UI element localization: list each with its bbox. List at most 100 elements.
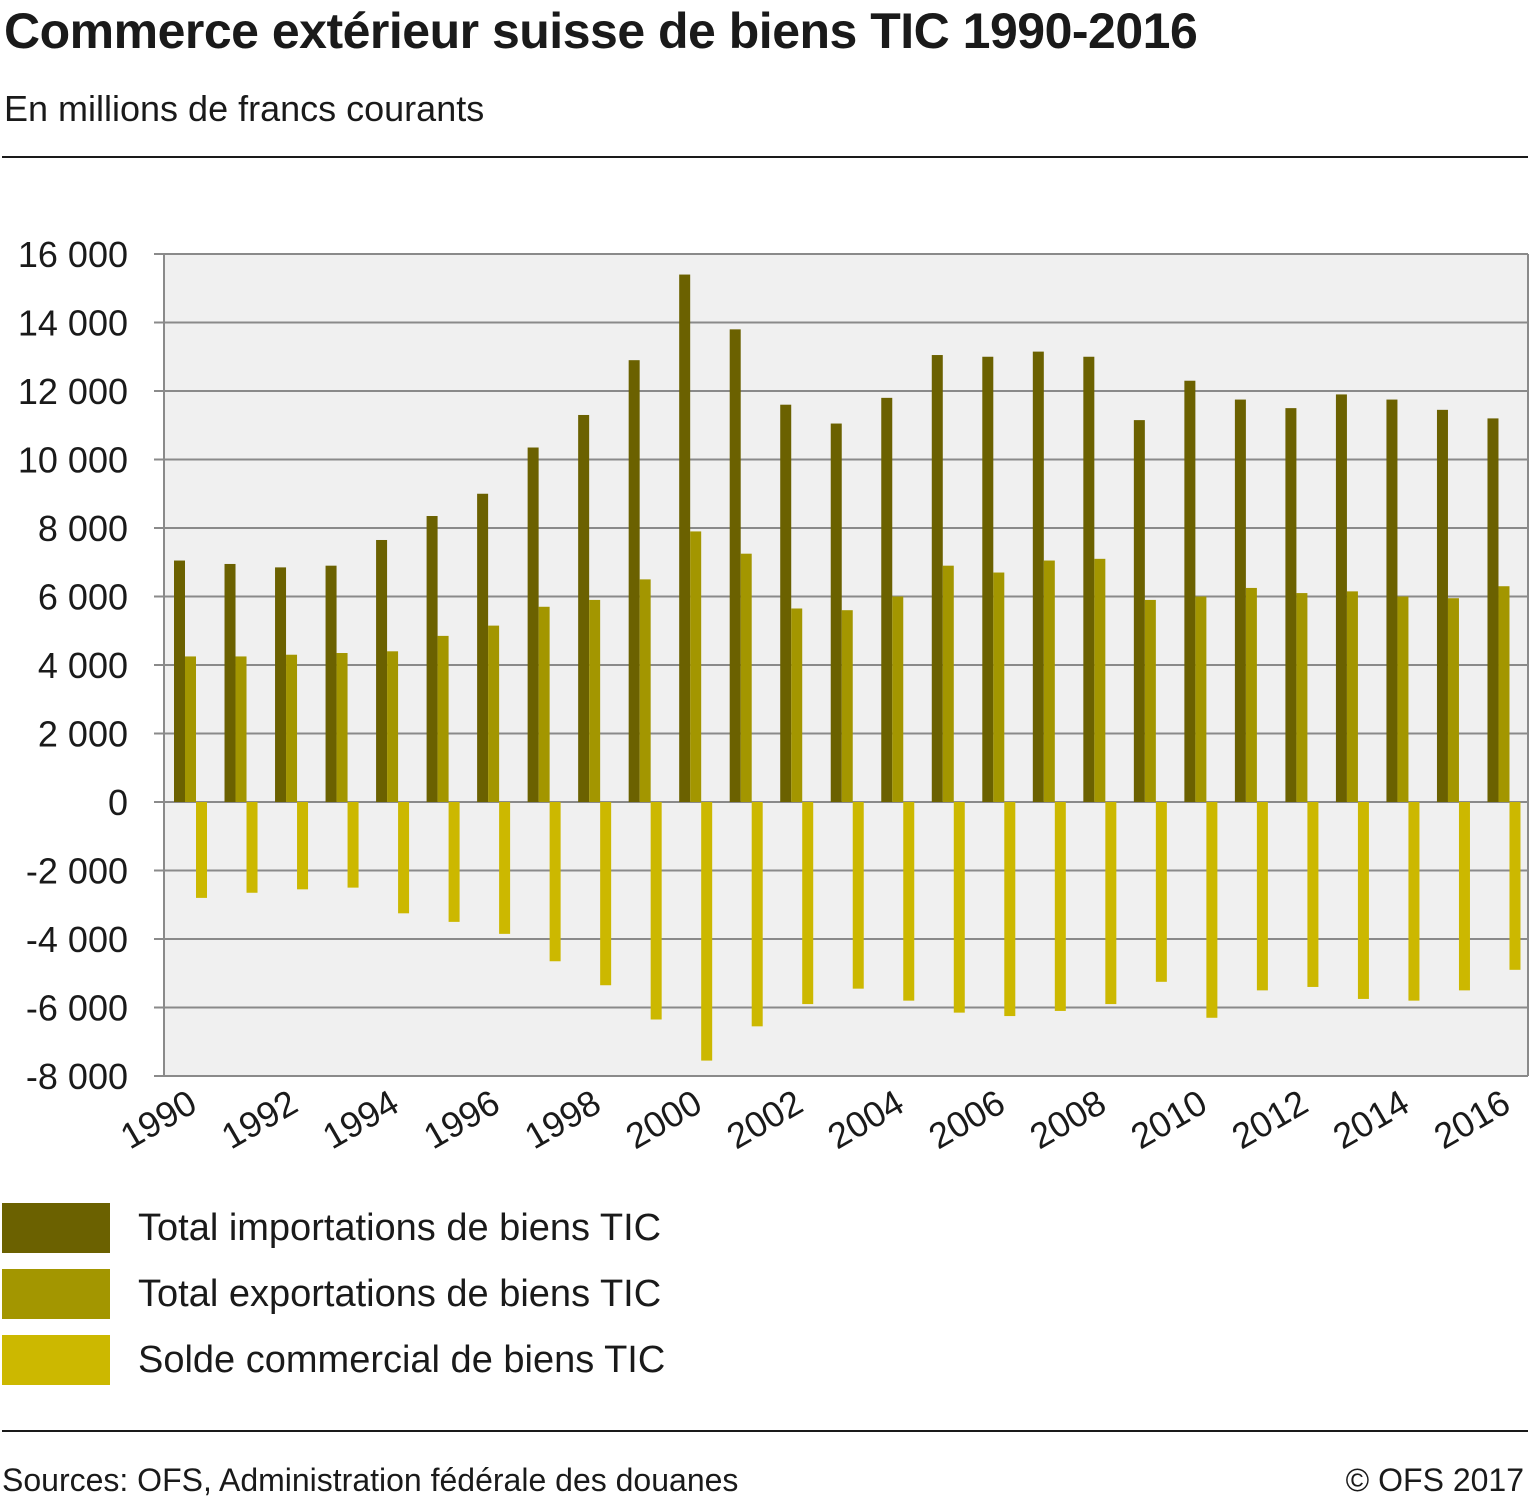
legend-swatch-exports: [2, 1269, 110, 1319]
bar: [1256, 802, 1268, 991]
legend-label-imports: Total importations de biens TIC: [138, 1207, 662, 1249]
y-tick-label: 16 000: [18, 234, 128, 275]
bar: [802, 802, 814, 1005]
bar: [1144, 599, 1156, 802]
y-tick-label: 4 000: [38, 645, 128, 686]
bar: [224, 563, 236, 802]
bar: [1386, 399, 1398, 802]
bar: [1155, 802, 1167, 982]
y-tick-label: -4 000: [26, 919, 128, 960]
bar: [982, 356, 994, 802]
y-tick-label: 2 000: [38, 714, 128, 755]
bar: [650, 802, 662, 1020]
bar: [347, 802, 359, 888]
chart-title: Commerce extérieur suisse de biens TIC 1…: [4, 3, 1198, 59]
x-tick-label: 2006: [922, 1081, 1012, 1157]
x-tick-label: 2004: [821, 1081, 911, 1157]
bar: [1408, 802, 1420, 1001]
bar: [1436, 409, 1448, 802]
x-tick-label: 2008: [1023, 1081, 1113, 1157]
x-tick-label: 2014: [1326, 1081, 1416, 1157]
y-tick-label: -6 000: [26, 988, 128, 1029]
bar: [1285, 408, 1297, 802]
chart-subtitle: En millions de francs courants: [4, 88, 485, 129]
bar: [1458, 802, 1470, 991]
legend-label-balance: Solde commercial de biens TIC: [138, 1339, 666, 1381]
bar: [1447, 598, 1459, 802]
bar: [903, 802, 915, 1001]
bar: [881, 397, 893, 802]
bar: [1004, 802, 1016, 1017]
bar: [1234, 399, 1246, 802]
bar: [376, 539, 388, 802]
x-tick-label: 1998: [518, 1081, 608, 1157]
bar: [426, 516, 438, 802]
bar: [499, 802, 511, 934]
bar: [297, 802, 309, 890]
bar: [437, 635, 449, 802]
bar: [953, 802, 965, 1013]
bar: [751, 802, 763, 1027]
legend-label-exports: Total exportations de biens TIC: [138, 1273, 662, 1315]
bar: [336, 653, 348, 802]
x-tick-label: 2002: [720, 1081, 810, 1157]
x-tick-label: 1994: [315, 1081, 405, 1157]
bar: [942, 565, 954, 802]
bar: [600, 802, 612, 986]
bar: [325, 565, 337, 802]
x-tick-label: 1996: [417, 1081, 507, 1157]
bar: [185, 656, 196, 802]
bar: [701, 802, 713, 1061]
bottom-divider: [2, 1430, 1528, 1432]
bar: [488, 625, 500, 802]
bar: [639, 579, 651, 802]
bar: [1357, 802, 1369, 999]
bar: [780, 404, 792, 802]
bar: [1206, 802, 1218, 1018]
legend-swatch-imports: [2, 1203, 110, 1253]
bar: [1083, 356, 1095, 802]
copyright-note: © OFS 2017: [1345, 1462, 1524, 1498]
bar: [246, 802, 258, 893]
y-tick-label: -2 000: [26, 851, 128, 892]
bar: [841, 610, 853, 802]
bar: [931, 355, 943, 802]
y-tick-label: -8 000: [26, 1056, 128, 1097]
bar: [993, 572, 1005, 802]
bar: [174, 560, 185, 802]
bar: [729, 329, 741, 802]
bar: [690, 531, 702, 802]
y-tick-label: 10 000: [18, 440, 128, 481]
y-axis: 16 000 14 000 12 000 10 000 8 000 6 000 4 000 2…: [18, 234, 128, 1097]
x-tick-label: 2016: [1427, 1081, 1517, 1157]
bar: [1054, 802, 1066, 1011]
bar: [387, 651, 399, 802]
bar: [1346, 591, 1358, 802]
bar: [578, 414, 590, 802]
bar: [448, 802, 460, 922]
bar: [286, 654, 298, 802]
y-tick-label: 12 000: [18, 371, 128, 412]
bar: [1296, 593, 1308, 802]
bar: [196, 802, 207, 898]
bar: [235, 656, 247, 802]
bar: [1105, 802, 1117, 1005]
bar: [852, 802, 864, 989]
source-note: Sources: OFS, Administration fédérale de…: [2, 1462, 739, 1498]
bar: [1133, 420, 1145, 802]
top-divider: [2, 156, 1528, 158]
bar: [830, 423, 842, 802]
x-tick-label: 2012: [1225, 1081, 1315, 1157]
bar: [791, 608, 803, 802]
bar: [740, 553, 752, 802]
bars: [174, 274, 1521, 1061]
bar: [1245, 587, 1257, 802]
bar: [892, 596, 904, 802]
bar: [589, 599, 601, 802]
bar: [1498, 586, 1510, 802]
legend-swatch-balance: [2, 1335, 110, 1385]
y-tick-label: 6 000: [38, 577, 128, 618]
bar: [549, 802, 561, 962]
bar: [679, 274, 691, 802]
bar: [1509, 802, 1521, 970]
